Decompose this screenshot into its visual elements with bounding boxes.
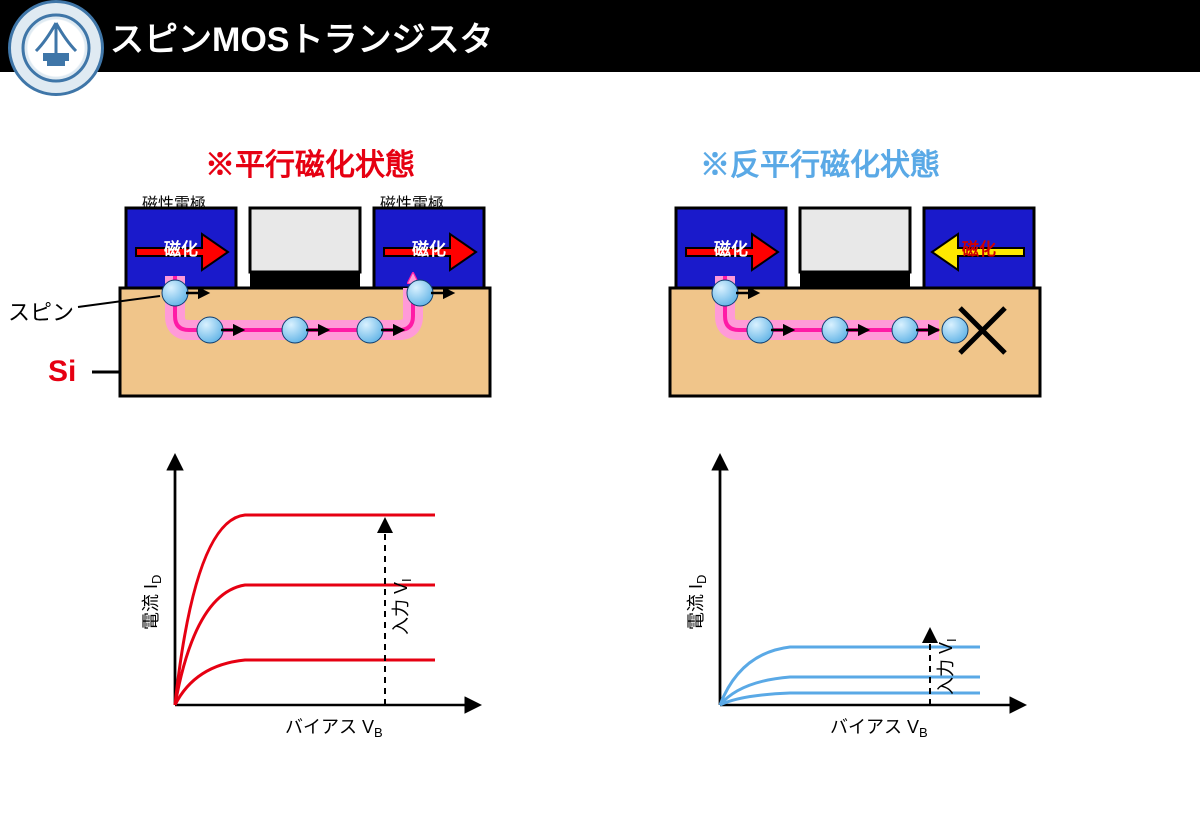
chart-parallel: バイアス VB 電流 ID 入力 VI — [141, 460, 475, 740]
svg-text:磁化: 磁化 — [962, 239, 996, 259]
slide: { "header": { "title": "スピンMOSトランジスタ" },… — [0, 0, 1200, 830]
svg-text:電流 ID: 電流 ID — [141, 575, 164, 630]
svg-text:バイアス VB: バイアス VB — [830, 717, 928, 740]
svg-text:バイアス VB: バイアス VB — [285, 717, 383, 740]
svg-text:磁化: 磁化 — [412, 239, 446, 259]
chart-antiparallel: バイアス VB 電流 ID 入力 VI — [686, 460, 1020, 740]
svg-text:入力 VI: 入力 VI — [936, 638, 959, 695]
svg-text:電流 ID: 電流 ID — [686, 575, 709, 630]
svg-text:入力 VI: 入力 VI — [391, 578, 414, 635]
diagram-canvas: 磁化 磁化 磁化 — [0, 0, 1200, 830]
svg-text:磁化: 磁化 — [714, 239, 748, 259]
svg-text:磁化: 磁化 — [164, 239, 198, 259]
device-parallel: 磁化 磁化 — [120, 208, 490, 396]
device-antiparallel: 磁化 磁化 — [670, 208, 1040, 396]
